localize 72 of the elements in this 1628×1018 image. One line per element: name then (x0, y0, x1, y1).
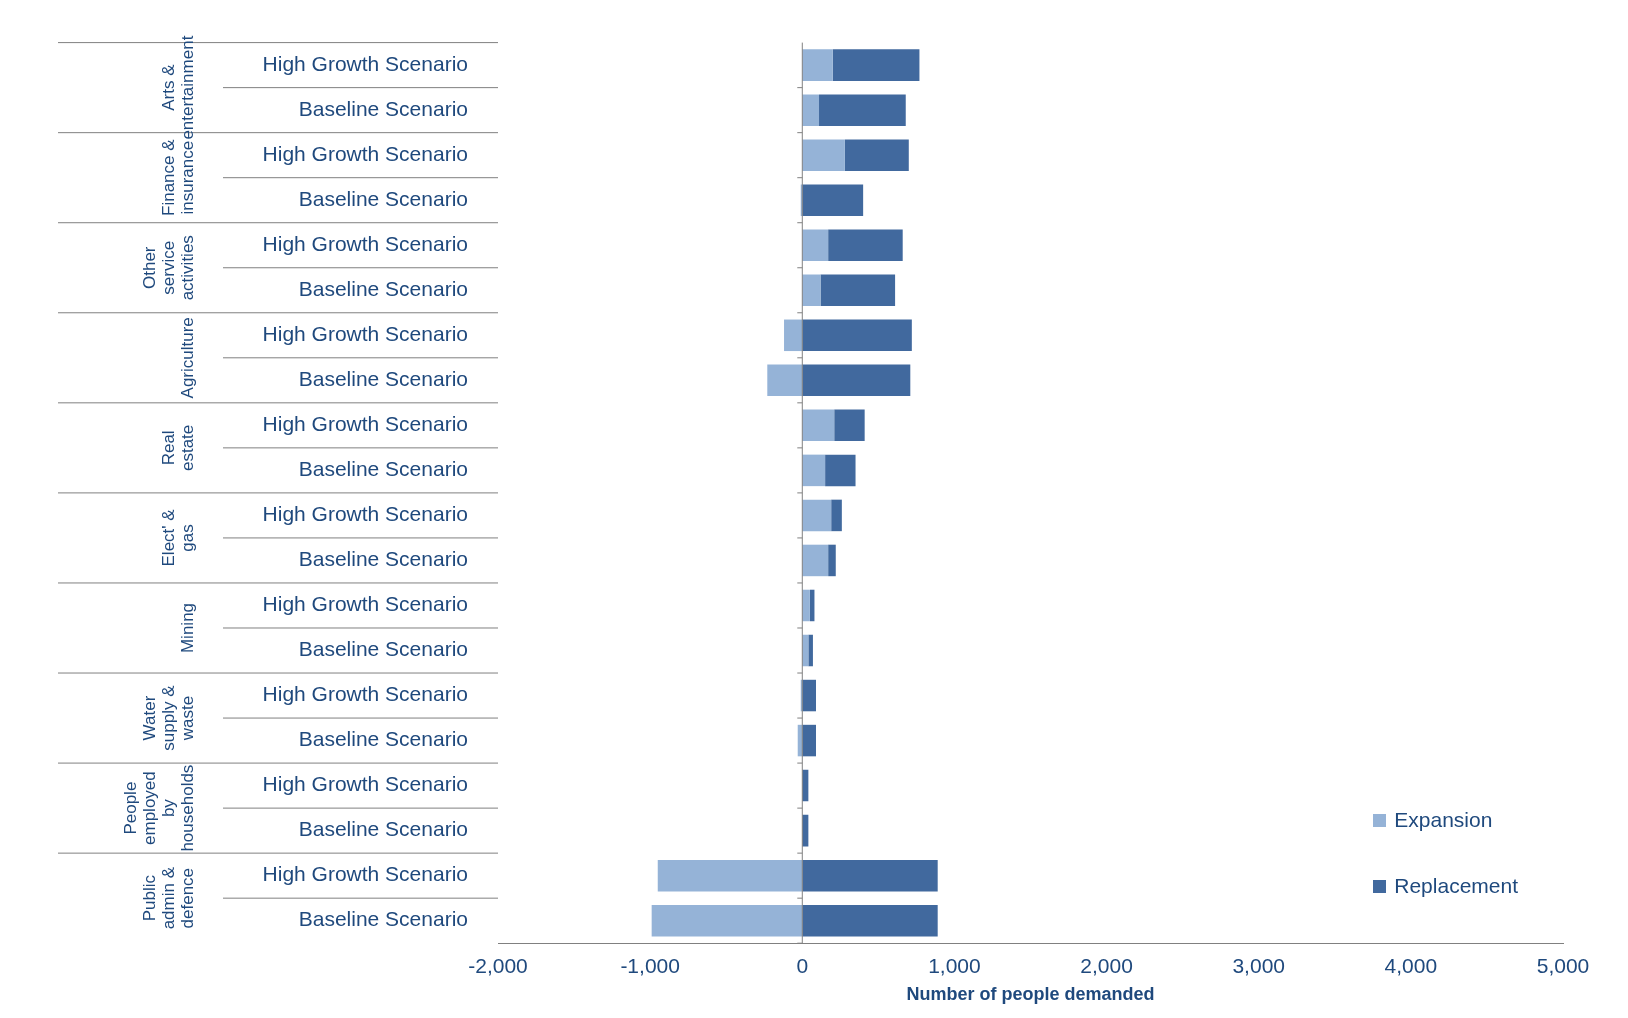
bar (802, 49, 833, 81)
text: Arts & entertainment (158, 35, 197, 140)
bar (844, 139, 909, 171)
bar (802, 454, 826, 487)
bar (784, 319, 803, 352)
text: Water supply & waste (139, 684, 197, 751)
bar (802, 589, 810, 622)
bar (802, 904, 938, 937)
text: Agriculture (177, 317, 197, 399)
bar (802, 499, 832, 532)
x-tick-label: 5,000 (1536, 953, 1590, 977)
y-tick-label: High Growth Scenario (262, 772, 468, 796)
bar (651, 904, 803, 937)
y-tick-label: High Growth Scenario (262, 322, 468, 346)
text: Other service activities (139, 235, 197, 301)
text: Real estate (158, 424, 197, 472)
bar (832, 49, 920, 81)
bar (657, 859, 803, 892)
y-tick-label: High Growth Scenario (262, 862, 468, 886)
bar (802, 679, 816, 712)
bar (808, 634, 813, 667)
y-tick-label: High Growth Scenario (262, 51, 468, 75)
y-tick-label: Baseline Scenario (298, 637, 468, 661)
bar (802, 139, 845, 171)
bar (802, 859, 938, 892)
x-tick-label: 1,000 (928, 953, 981, 977)
y-tick-label: High Growth Scenario (262, 502, 468, 526)
x-tick-label: 3,000 (1232, 953, 1285, 977)
bar (828, 229, 903, 261)
text: People employed by households (120, 764, 197, 852)
y-tick-label: Baseline Scenario (298, 547, 468, 571)
y-tick-label: Baseline Scenario (298, 727, 468, 751)
text: Public admin & defence (139, 866, 197, 930)
x-tick-label: -2,000 (468, 953, 528, 977)
x-axis-title: Number of people demanded (906, 984, 1155, 1005)
legend-label: Replacement (1394, 874, 1518, 898)
y-tick-label: Baseline Scenario (298, 96, 468, 120)
y-tick-label: High Growth Scenario (262, 232, 468, 256)
y-tick-label: High Growth Scenario (262, 412, 468, 436)
bar (802, 409, 835, 442)
y-tick-label: Baseline Scenario (298, 367, 468, 391)
bar (825, 454, 856, 487)
y-tick-label: High Growth Scenario (262, 141, 468, 165)
x-tick-label: 2,000 (1080, 953, 1133, 977)
bar (831, 499, 842, 532)
y-tick-label: High Growth Scenario (262, 592, 468, 616)
legend-label: Expansion (1394, 808, 1493, 832)
bar (802, 229, 829, 261)
bar (834, 409, 865, 442)
bar (819, 94, 906, 126)
bar (802, 724, 816, 757)
bar (802, 274, 821, 307)
bar (802, 184, 864, 216)
bar (802, 544, 829, 577)
text: Finance & insurance (158, 138, 197, 216)
bar (828, 544, 836, 577)
y-tick-label: Baseline Scenario (298, 457, 468, 481)
x-tick-label: 4,000 (1384, 953, 1438, 977)
y-tick-label: Baseline Scenario (298, 817, 468, 841)
y-tick-label: Baseline Scenario (298, 907, 468, 931)
x-tick-label: -1,000 (620, 953, 680, 977)
bar (820, 274, 896, 307)
text: Elect' & gas (158, 508, 197, 567)
bar (767, 364, 803, 397)
y-tick-label: Baseline Scenario (298, 187, 468, 210)
bar (802, 319, 912, 352)
bar (802, 364, 911, 397)
x-tick-label: 0 (796, 953, 809, 977)
text: Mining (177, 602, 197, 654)
bar (802, 94, 820, 126)
y-tick-label: Baseline Scenario (298, 277, 468, 301)
y-tick-label: High Growth Scenario (262, 682, 468, 706)
